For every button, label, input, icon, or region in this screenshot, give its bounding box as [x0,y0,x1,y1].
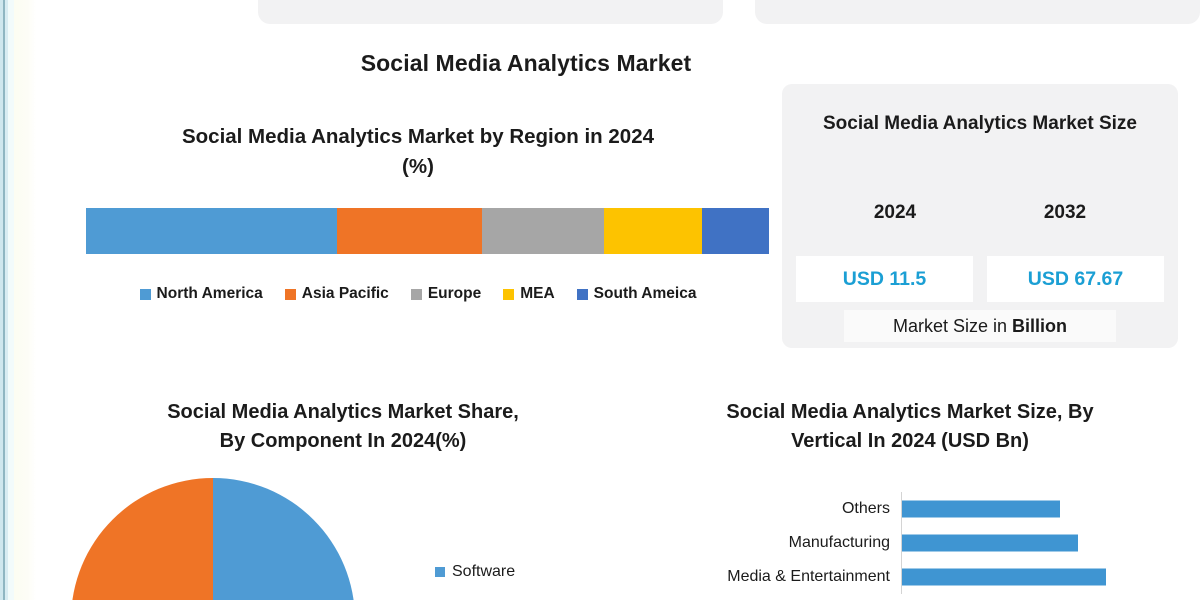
market-size-footer-text: Market Size in [892,315,1008,336]
region-chart-legend: North America Asia Pacific Europe MEA South … [62,285,774,303]
edge-stripe [3,0,5,600]
vertical-bar [902,500,1060,518]
market-size-year-right: 2032 [1043,202,1087,223]
component-share-title-line1: Social Media Analytics Market Share, [167,401,519,423]
page-title: Social Media Analytics Market [360,50,692,76]
region-bar-segment [482,208,604,254]
legend-swatch-icon [284,288,296,300]
market-size-footer: Market Size in Billion [844,310,1116,342]
region-bar-segment [337,208,483,254]
edge-stripe [8,0,14,600]
market-size-value-2024: USD 11.5 [796,256,973,302]
component-pie-legend: Software [435,563,515,581]
legend-swatch-icon [435,567,445,577]
vertical-bar-label: Media & Entertainment [727,568,890,585]
vertical-bar-label: Others [841,500,890,517]
region-bar-segment [86,208,338,254]
legend-swatch-icon [139,288,151,300]
edge-stripe [14,0,36,600]
region-legend-item: MEA [503,285,555,303]
region-legend-label: Asia Pacific [301,285,389,302]
vertical-size-section: Social Media Analytics Market Size, By V… [636,398,1184,594]
vertical-size-title: Social Media Analytics Market Size, By V… [636,398,1184,456]
edge-stripe [5,0,8,600]
edge-stripe [0,0,3,600]
vertical-bar-row: Manufacturing [636,526,1184,560]
market-size-years: 2024 2032 [810,202,1150,224]
component-share-title: Social Media Analytics Market Share, By … [58,398,628,456]
region-chart-title-line2: (%) [402,154,434,178]
vertical-bar [902,534,1078,552]
region-legend-label: North America [156,285,263,302]
vertical-bar-label: Manufacturing [788,534,890,551]
region-legend-item: North America [139,285,263,303]
region-bar-segment [603,208,702,254]
vertical-bar [902,568,1107,586]
vertical-bar-track [901,526,1184,560]
region-chart-section: Social Media Analytics Market by Region … [62,122,774,302]
region-stacked-bar [86,208,769,254]
legend-swatch-icon [503,288,515,300]
region-legend-label: MEA [520,285,555,302]
vertical-bar-chart: Others Manufacturing Media & Entertainment [636,492,1184,594]
market-size-card-title: Social Media Analytics Market Size [823,113,1137,134]
region-legend-item: Asia Pacific [284,285,389,303]
market-size-values: USD 11.5 USD 67.67 [796,256,1164,302]
component-pie-chart [71,478,355,600]
region-legend-item: South Ameica [576,285,697,303]
vertical-bar-track [901,560,1184,594]
market-size-card: Social Media Analytics Market Size 2024 … [782,84,1178,348]
vertical-size-title-line1: Social Media Analytics Market Size, By [726,401,1094,423]
region-legend-label: South Ameica [593,285,697,302]
vertical-bar-row: Others [636,492,1184,526]
market-size-year-left: 2024 [873,202,917,223]
region-chart-title-line1: Social Media Analytics Market by Region … [181,125,655,148]
component-share-section: Social Media Analytics Market Share, By … [58,398,628,600]
market-size-value-2032: USD 67.67 [987,256,1164,302]
top-panel-left [258,0,723,24]
legend-swatch-icon [576,288,588,300]
vertical-size-title-line2: Vertical In 2024 (USD Bn) [791,430,1029,452]
top-panel-right [755,0,1200,24]
region-legend-label: Europe [427,285,482,302]
component-legend-label: Software [452,563,516,580]
market-size-footer-unit: Billion [1012,315,1068,336]
vertical-bar-track [901,492,1184,526]
region-legend-item: Europe [410,285,482,303]
region-bar-segment [701,208,769,254]
component-pie-slices [71,478,355,600]
region-chart-title: Social Media Analytics Market by Region … [62,122,774,181]
component-share-title-line2: By Component In 2024(%) [219,430,467,452]
legend-swatch-icon [410,288,422,300]
vertical-bar-row: Media & Entertainment [636,560,1184,594]
